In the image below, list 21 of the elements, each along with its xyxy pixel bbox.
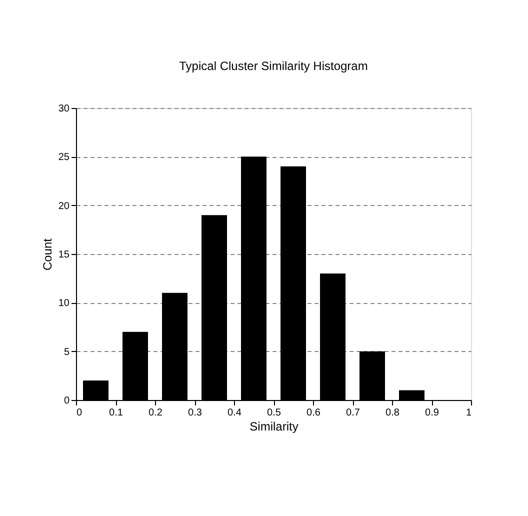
y-tick-label: 5 bbox=[64, 346, 70, 358]
y-tick-label: 25 bbox=[58, 152, 70, 164]
x-tick-label: 0.2 bbox=[148, 408, 163, 418]
y-tick-label: 0 bbox=[64, 396, 70, 406]
x-tick-label: 0.8 bbox=[386, 408, 400, 418]
y-tick-label: 30 bbox=[58, 104, 70, 114]
x-tick-label: 0.1 bbox=[109, 408, 124, 418]
x-tick-label: 1 bbox=[466, 408, 472, 418]
x-tick-label: 0.5 bbox=[267, 408, 282, 418]
x-tick-label: 0.9 bbox=[425, 408, 440, 418]
y-axis-title: Count bbox=[40, 238, 54, 271]
y-tick-label: 20 bbox=[58, 200, 70, 212]
y-tick-label: 10 bbox=[58, 298, 70, 310]
y-tick-label: 15 bbox=[58, 250, 70, 260]
x-axis-title: Similarity bbox=[250, 420, 298, 434]
x-tick-label: 0.4 bbox=[228, 408, 242, 418]
chart-title: Typical Cluster Similarity Histogram bbox=[179, 59, 368, 73]
x-tick-label: 0.3 bbox=[188, 408, 202, 418]
x-tick-label: 0 bbox=[76, 408, 82, 418]
x-tick-label: 0.7 bbox=[346, 408, 360, 418]
x-tick-label: 0.6 bbox=[306, 408, 321, 418]
